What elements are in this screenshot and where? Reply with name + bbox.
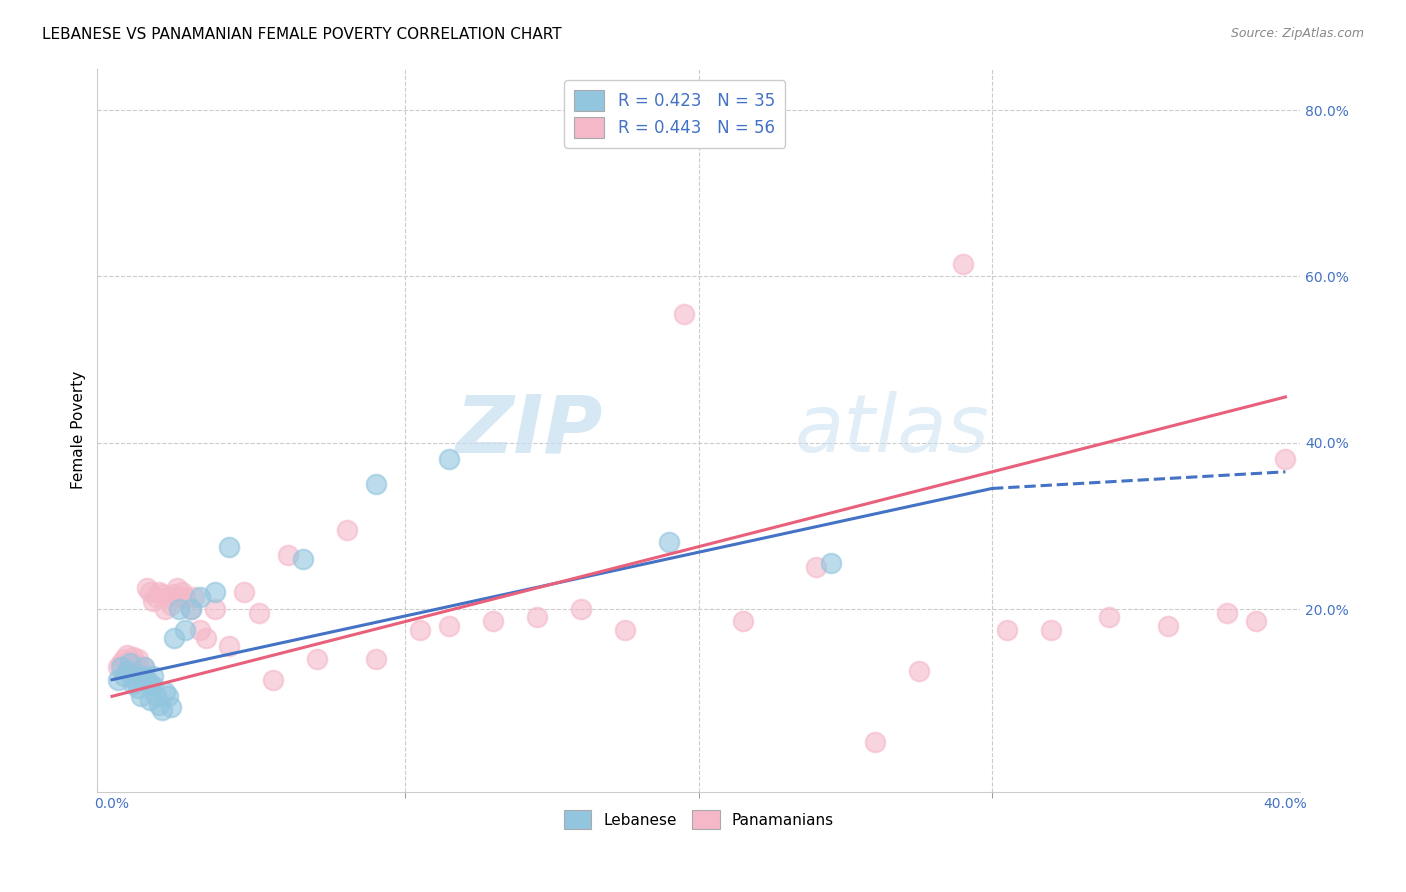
Y-axis label: Female Poverty: Female Poverty — [72, 371, 86, 490]
Point — [112, 652, 135, 666]
Point — [169, 590, 191, 604]
Point — [307, 652, 329, 666]
Point — [204, 602, 226, 616]
Point — [863, 735, 886, 749]
Point — [136, 581, 159, 595]
Point — [952, 257, 974, 271]
Point — [364, 652, 387, 666]
Point — [614, 623, 637, 637]
Point — [136, 673, 159, 687]
Point — [118, 656, 141, 670]
Point — [233, 585, 256, 599]
Point — [139, 585, 162, 599]
Point — [134, 660, 156, 674]
Point — [262, 673, 284, 687]
Point — [907, 665, 929, 679]
Point — [148, 585, 170, 599]
Point — [148, 698, 170, 712]
Point — [291, 552, 314, 566]
Point — [142, 679, 165, 693]
Point — [115, 665, 138, 679]
Point — [364, 477, 387, 491]
Point — [112, 668, 135, 682]
Point — [139, 677, 162, 691]
Point — [194, 631, 217, 645]
Point — [134, 660, 156, 674]
Point — [673, 307, 696, 321]
Text: ZIP: ZIP — [456, 392, 603, 469]
Point — [131, 690, 153, 704]
Point — [188, 623, 211, 637]
Point — [131, 665, 153, 679]
Point — [142, 593, 165, 607]
Point — [482, 615, 505, 629]
Point — [118, 654, 141, 668]
Text: LEBANESE VS PANAMANIAN FEMALE POVERTY CORRELATION CHART: LEBANESE VS PANAMANIAN FEMALE POVERTY CO… — [42, 27, 562, 42]
Point — [183, 590, 205, 604]
Point — [526, 610, 548, 624]
Point — [124, 656, 146, 670]
Point — [127, 681, 149, 695]
Point — [124, 673, 146, 687]
Point — [439, 618, 461, 632]
Point — [277, 548, 299, 562]
Point — [1216, 606, 1239, 620]
Point — [115, 648, 138, 662]
Text: Source: ZipAtlas.com: Source: ZipAtlas.com — [1230, 27, 1364, 40]
Point — [439, 452, 461, 467]
Point — [218, 540, 240, 554]
Point — [110, 656, 132, 670]
Point — [1039, 623, 1062, 637]
Point — [159, 700, 181, 714]
Point — [159, 598, 181, 612]
Point — [174, 590, 197, 604]
Point — [218, 640, 240, 654]
Point — [134, 670, 156, 684]
Point — [995, 623, 1018, 637]
Point — [162, 587, 184, 601]
Point — [1274, 452, 1296, 467]
Point — [162, 631, 184, 645]
Point — [139, 693, 162, 707]
Legend: Lebanese, Panamanians: Lebanese, Panamanians — [557, 804, 839, 835]
Point — [180, 602, 202, 616]
Point — [188, 590, 211, 604]
Point — [153, 685, 176, 699]
Point — [156, 690, 179, 704]
Point — [409, 623, 432, 637]
Point — [145, 590, 167, 604]
Point — [172, 585, 194, 599]
Point — [127, 652, 149, 666]
Point — [169, 602, 191, 616]
Point — [150, 587, 173, 601]
Point — [1244, 615, 1267, 629]
Point — [153, 602, 176, 616]
Point — [731, 615, 754, 629]
Point — [121, 677, 143, 691]
Point — [247, 606, 270, 620]
Point — [156, 590, 179, 604]
Point — [131, 668, 153, 682]
Point — [107, 673, 129, 687]
Point — [569, 602, 592, 616]
Point — [820, 556, 842, 570]
Point — [658, 535, 681, 549]
Point — [804, 560, 827, 574]
Point — [336, 523, 359, 537]
Text: atlas: atlas — [794, 392, 990, 469]
Point — [110, 660, 132, 674]
Point — [142, 668, 165, 682]
Point — [121, 650, 143, 665]
Point — [166, 581, 188, 595]
Point — [1157, 618, 1180, 632]
Point — [145, 690, 167, 704]
Point — [107, 660, 129, 674]
Point — [150, 703, 173, 717]
Point — [174, 623, 197, 637]
Point — [204, 585, 226, 599]
Point — [180, 602, 202, 616]
Point — [1098, 610, 1121, 624]
